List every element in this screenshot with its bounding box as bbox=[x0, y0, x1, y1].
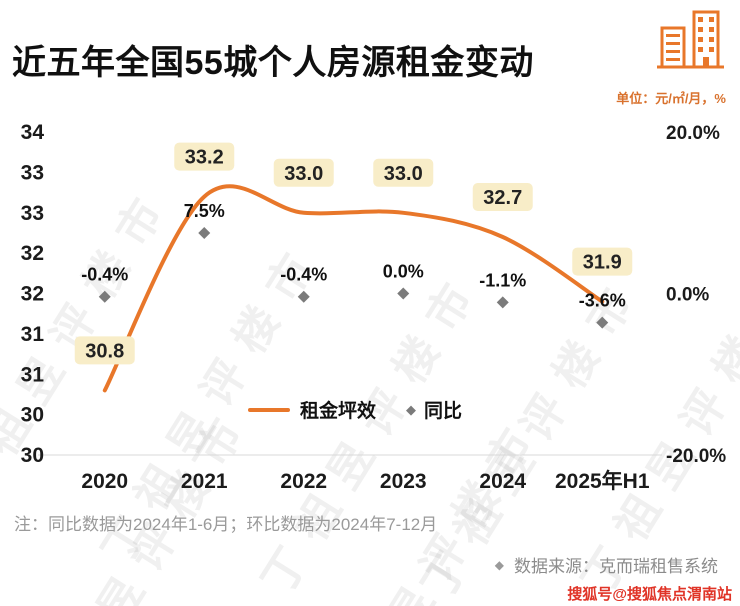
value-label-bg bbox=[572, 247, 633, 276]
yoy-label: 0.0% bbox=[383, 262, 424, 282]
left-axis-tick-label: 33 bbox=[21, 161, 44, 184]
left-axis-tick-label: 30 bbox=[21, 404, 44, 427]
line-marker-icon bbox=[248, 407, 290, 412]
value-label: 33.0 bbox=[284, 163, 323, 185]
buildings-icon bbox=[657, 10, 724, 69]
yoy-label: -1.1% bbox=[479, 270, 526, 290]
value-label-bg bbox=[174, 142, 235, 171]
left-axis-tick-label: 32 bbox=[21, 242, 44, 265]
x-axis-label: 2025年H1 bbox=[555, 469, 650, 493]
yoy-label: -0.4% bbox=[280, 265, 327, 285]
value-label: 31.9 bbox=[583, 252, 622, 274]
rent-line bbox=[102, 184, 605, 393]
sohu-watermark: 搜狐号@搜狐焦点渭南站 bbox=[567, 586, 732, 603]
value-label: 33.0 bbox=[384, 163, 423, 185]
right-axis-tick-label: 20.0% bbox=[666, 123, 720, 144]
legend-item-rent-line: 租金坪效 bbox=[248, 396, 376, 423]
diamond-marker-icon: ◆ bbox=[406, 401, 417, 417]
data-source-text: 数据来源：克而瑞租售系统 bbox=[514, 557, 718, 576]
yoy-label: -0.4% bbox=[81, 265, 128, 285]
right-axis-tick-label: -20.0% bbox=[666, 446, 726, 467]
left-axis-tick-label: 33 bbox=[21, 202, 44, 225]
data-source: ◆ 数据来源：克而瑞租售系统 bbox=[495, 552, 718, 577]
yoy-diamond-marker bbox=[98, 290, 111, 303]
left-axis-tick-label: 30 bbox=[21, 444, 44, 467]
value-label-bg bbox=[472, 182, 533, 211]
left-axis-tick-label: 31 bbox=[21, 363, 45, 386]
value-label-bg bbox=[373, 158, 434, 187]
x-axis-label: 2020 bbox=[81, 470, 128, 493]
unit-label: 单位：元/㎡/月，% bbox=[616, 91, 726, 106]
diamond-bullet-icon: ◆ bbox=[494, 557, 504, 572]
right-axis-tick-label: 0.0% bbox=[666, 285, 709, 306]
x-axis-label: 2024 bbox=[479, 470, 526, 493]
value-label: 33.2 bbox=[185, 147, 224, 169]
legend-item-yoy: ◆ 同比 bbox=[406, 396, 462, 423]
yoy-diamond-marker bbox=[198, 226, 211, 239]
legend-label-rent: 租金坪效 bbox=[300, 401, 377, 422]
yoy-label: 7.5% bbox=[184, 201, 225, 221]
left-axis-tick-label: 31 bbox=[21, 323, 45, 346]
yoy-diamond-marker bbox=[596, 316, 609, 329]
legend-label-yoy: 同比 bbox=[424, 401, 463, 422]
x-axis-label: 2023 bbox=[380, 470, 427, 493]
value-label: 32.7 bbox=[483, 187, 522, 209]
rent-trend-chart: 34 33 33 32 32 31 31 30 30 20.0% 0.0% -20.0% 2020 202… bbox=[0, 98, 740, 498]
x-axis-label: 2022 bbox=[280, 470, 327, 493]
footnote: 注：同比数据为2024年1-6月；环比数据为2024年7-12月 bbox=[14, 515, 438, 534]
yoy-diamond-marker bbox=[297, 290, 310, 303]
x-axis-label: 2021 bbox=[181, 470, 228, 493]
chart-legend: 租金坪效 ◆ 同比 bbox=[248, 396, 462, 423]
left-axis-tick-label: 32 bbox=[21, 283, 44, 306]
yoy-diamond-marker bbox=[496, 296, 509, 309]
yoy-label: -3.6% bbox=[579, 291, 626, 311]
page-title: 近五年全国55城个人房源租金变动 bbox=[12, 43, 534, 82]
value-label-bg bbox=[74, 336, 135, 365]
chart-canvas: 34 33 33 32 32 31 31 30 30 20.0% 0.0% -20.0% 2020 202… bbox=[21, 121, 727, 493]
yoy-diamond-marker bbox=[397, 287, 410, 300]
value-label: 30.8 bbox=[85, 340, 124, 362]
value-label-bg bbox=[273, 158, 334, 187]
left-axis-tick-label: 34 bbox=[21, 121, 45, 144]
